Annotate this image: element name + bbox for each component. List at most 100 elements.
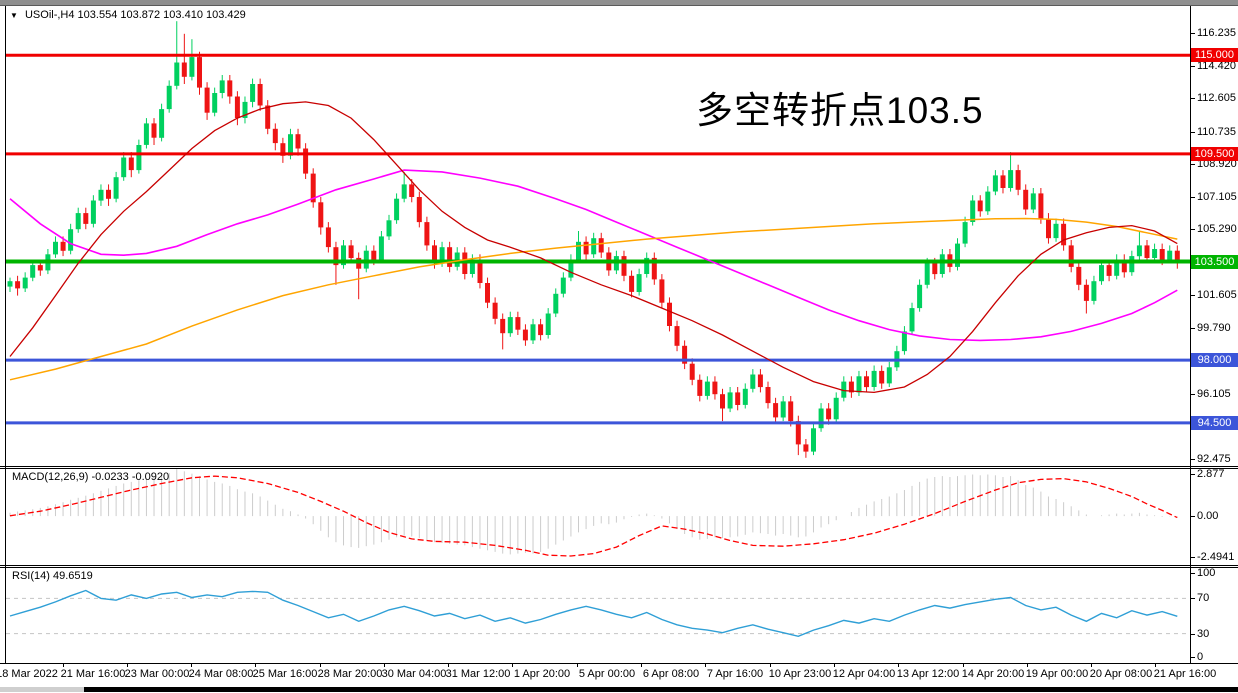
axis-tick: [1190, 459, 1195, 460]
candle-body: [204, 87, 210, 113]
candle-body: [621, 256, 627, 276]
price-tick-label: 108.920: [1197, 158, 1237, 170]
candle-body: [576, 241, 581, 260]
candle-body: [757, 374, 763, 388]
candle-body: [765, 387, 771, 404]
candle-body: [659, 279, 665, 303]
time-tick: [834, 663, 835, 667]
time-tick: [384, 663, 385, 667]
window-top-strip: [0, 0, 1238, 6]
price-tick-label: 116.235: [1197, 27, 1236, 39]
candle-body: [265, 105, 271, 129]
rsi-tick-label: 0: [1197, 651, 1204, 663]
separator-macd-rsi[interactable]: [0, 565, 1238, 566]
candle-body: [1174, 250, 1180, 263]
time-label: 20 Apr 08:00: [1089, 668, 1153, 680]
candle-body: [394, 198, 400, 221]
candle-body: [492, 302, 498, 319]
candle-body: [879, 370, 885, 384]
time-label: 23 Mar 00:00: [124, 668, 190, 680]
time-tick: [1091, 663, 1092, 667]
chart-annotation-text[interactable]: 多空转折点103.5: [696, 90, 984, 131]
candle-body: [7, 281, 13, 287]
candle-body: [401, 184, 407, 199]
candle-body: [424, 222, 430, 246]
scrollbar-thumb[interactable]: [84, 687, 1238, 692]
candle-body: [227, 80, 233, 97]
symbol-dropdown-icon[interactable]: ▼: [10, 11, 18, 20]
price-badge-103.500: 103.500: [1191, 254, 1238, 269]
macd-tick-label: 2.877: [1197, 468, 1225, 480]
candle-body: [818, 408, 824, 429]
time-label: 7 Apr 16:00: [706, 668, 764, 680]
time-tick: [191, 663, 192, 667]
candle-body: [303, 148, 309, 174]
axis-tick: [1190, 197, 1195, 198]
candle-body: [1038, 193, 1044, 219]
candle-body: [1144, 245, 1150, 258]
candle-body: [507, 317, 513, 334]
candle-body: [992, 175, 998, 192]
candle-body: [174, 62, 180, 86]
candle-body: [788, 401, 794, 422]
ma-orange: [9, 217, 1178, 381]
candle-body: [257, 84, 263, 106]
candle-body: [644, 257, 650, 274]
candle-body: [113, 177, 119, 199]
candle-body: [1068, 245, 1074, 267]
rsi-tick-label: 30: [1197, 628, 1210, 640]
candle-body: [447, 247, 453, 267]
ma-crimson: [9, 101, 1178, 394]
time-label: 5 Apr 00:00: [578, 668, 636, 680]
candle-body: [181, 62, 187, 77]
time-label: 18 Mar 2022: [0, 668, 58, 680]
axis-tick: [1190, 66, 1195, 67]
candle-body: [310, 173, 316, 203]
candle-body: [901, 331, 907, 352]
candle-body: [886, 367, 892, 384]
candle-body: [1000, 175, 1006, 188]
rsi-indicator-label: RSI(14) 49.6519: [12, 570, 93, 582]
axis-tick: [1190, 394, 1195, 395]
candle-body: [90, 200, 96, 224]
candle-body: [1023, 189, 1029, 210]
candle-body: [288, 134, 293, 156]
candle-body: [826, 408, 832, 420]
price-tick-label: 114.420: [1197, 60, 1236, 72]
candle-body: [727, 392, 733, 409]
candle-body: [955, 243, 960, 267]
time-tick: [705, 663, 706, 667]
candle-body: [629, 275, 635, 292]
candle-body: [439, 247, 445, 264]
price-tick-label: 107.105: [1197, 191, 1237, 203]
candle-body: [917, 284, 923, 309]
axis-tick: [1190, 229, 1195, 230]
time-label: 6 Apr 08:00: [642, 668, 700, 680]
candle-body: [83, 213, 89, 224]
axis-tick: [1190, 132, 1195, 133]
candle-body: [841, 381, 847, 398]
candle-body: [318, 202, 324, 228]
candle-body: [811, 428, 816, 452]
candle-body: [432, 245, 437, 264]
candle-body: [773, 403, 779, 418]
time-tick: [63, 663, 64, 667]
axis-tick: [1190, 557, 1195, 558]
separator-rsi-timeaxis: [0, 663, 1238, 664]
rsi-line: [9, 589, 1178, 638]
time-label: 10 Apr 23:00: [768, 668, 832, 680]
candle-body: [1061, 223, 1067, 246]
time-tick: [448, 663, 449, 667]
candle-body: [348, 245, 354, 258]
time-label: 30 Mar 04:00: [381, 668, 447, 680]
candle-body: [272, 128, 278, 144]
candle-body: [106, 189, 111, 199]
candle-body: [143, 123, 149, 145]
separator-main-macd[interactable]: [0, 466, 1238, 467]
rsi-tick-label: 100: [1197, 567, 1216, 579]
time-label: 13 Apr 12:00: [896, 668, 960, 680]
candle-body: [803, 444, 809, 452]
scrollbar-left-segment[interactable]: [0, 687, 84, 692]
